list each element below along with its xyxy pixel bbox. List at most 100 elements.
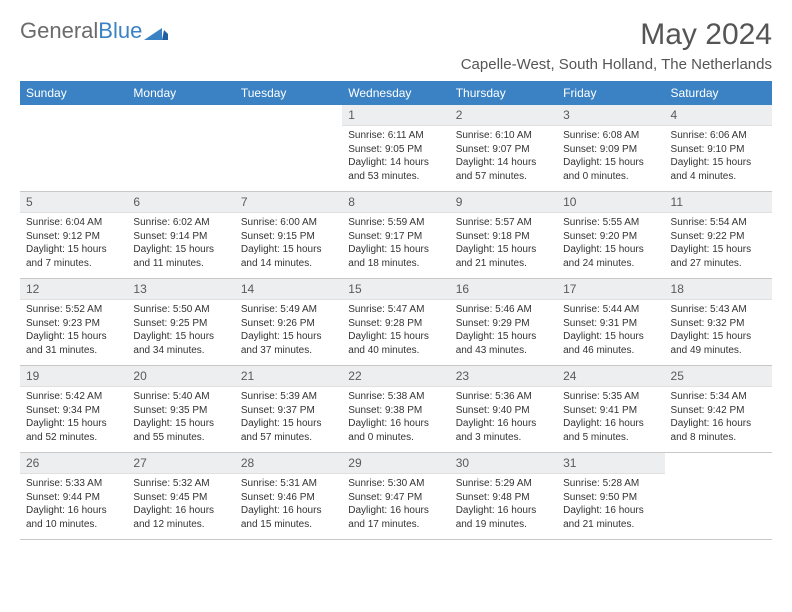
day-number: 22 [342, 366, 449, 387]
day-number: 10 [557, 192, 664, 213]
day-cell: 6Sunrise: 6:02 AMSunset: 9:14 PMDaylight… [127, 192, 234, 278]
day-number: 12 [20, 279, 127, 300]
day-body: Sunrise: 5:33 AMSunset: 9:44 PMDaylight:… [20, 474, 127, 536]
logo-icon [144, 22, 168, 40]
day-cell: 10Sunrise: 5:55 AMSunset: 9:20 PMDayligh… [557, 192, 664, 278]
header: GeneralBlue May 2024 Capelle-West, South… [20, 18, 772, 73]
sunset-text: Sunset: 9:32 PM [671, 317, 766, 331]
day-body: Sunrise: 5:52 AMSunset: 9:23 PMDaylight:… [20, 300, 127, 362]
day-body: Sunrise: 6:08 AMSunset: 9:09 PMDaylight:… [557, 126, 664, 188]
day-number: 6 [127, 192, 234, 213]
day-body: Sunrise: 5:50 AMSunset: 9:25 PMDaylight:… [127, 300, 234, 362]
day-cell: 17Sunrise: 5:44 AMSunset: 9:31 PMDayligh… [557, 279, 664, 365]
sunset-text: Sunset: 9:47 PM [348, 491, 443, 505]
week-row: ...1Sunrise: 6:11 AMSunset: 9:05 PMDayli… [20, 105, 772, 192]
day-cell: 11Sunrise: 5:54 AMSunset: 9:22 PMDayligh… [665, 192, 772, 278]
sunset-text: Sunset: 9:35 PM [133, 404, 228, 418]
day-body: Sunrise: 5:55 AMSunset: 9:20 PMDaylight:… [557, 213, 664, 275]
daylight-text: Daylight: 14 hours and 57 minutes. [456, 156, 551, 183]
day-body: Sunrise: 5:46 AMSunset: 9:29 PMDaylight:… [450, 300, 557, 362]
daylight-text: Daylight: 15 hours and 7 minutes. [26, 243, 121, 270]
day-cell: 22Sunrise: 5:38 AMSunset: 9:38 PMDayligh… [342, 366, 449, 452]
daylight-text: Daylight: 15 hours and 46 minutes. [563, 330, 658, 357]
daylight-text: Daylight: 15 hours and 57 minutes. [241, 417, 336, 444]
sunset-text: Sunset: 9:42 PM [671, 404, 766, 418]
daylight-text: Daylight: 15 hours and 27 minutes. [671, 243, 766, 270]
day-number: 9 [450, 192, 557, 213]
sunset-text: Sunset: 9:20 PM [563, 230, 658, 244]
day-number: 30 [450, 453, 557, 474]
sunrise-text: Sunrise: 5:29 AM [456, 477, 551, 491]
daylight-text: Daylight: 15 hours and 34 minutes. [133, 330, 228, 357]
day-cell: . [127, 105, 234, 191]
day-cell: . [235, 105, 342, 191]
sunset-text: Sunset: 9:37 PM [241, 404, 336, 418]
sunset-text: Sunset: 9:45 PM [133, 491, 228, 505]
daylight-text: Daylight: 15 hours and 0 minutes. [563, 156, 658, 183]
day-cell: 25Sunrise: 5:34 AMSunset: 9:42 PMDayligh… [665, 366, 772, 452]
sunset-text: Sunset: 9:17 PM [348, 230, 443, 244]
day-body: Sunrise: 6:00 AMSunset: 9:15 PMDaylight:… [235, 213, 342, 275]
day-cell: 15Sunrise: 5:47 AMSunset: 9:28 PMDayligh… [342, 279, 449, 365]
sunset-text: Sunset: 9:41 PM [563, 404, 658, 418]
weekday-cell: Wednesday [342, 81, 449, 105]
daylight-text: Daylight: 15 hours and 31 minutes. [26, 330, 121, 357]
week-row: 19Sunrise: 5:42 AMSunset: 9:34 PMDayligh… [20, 366, 772, 453]
day-number: 29 [342, 453, 449, 474]
day-number: 1 [342, 105, 449, 126]
day-body: Sunrise: 6:10 AMSunset: 9:07 PMDaylight:… [450, 126, 557, 188]
day-cell: 20Sunrise: 5:40 AMSunset: 9:35 PMDayligh… [127, 366, 234, 452]
weekday-cell: Tuesday [235, 81, 342, 105]
day-body: Sunrise: 6:04 AMSunset: 9:12 PMDaylight:… [20, 213, 127, 275]
weekday-header-row: SundayMondayTuesdayWednesdayThursdayFrid… [20, 81, 772, 105]
sunrise-text: Sunrise: 5:59 AM [348, 216, 443, 230]
sunset-text: Sunset: 9:28 PM [348, 317, 443, 331]
sunset-text: Sunset: 9:26 PM [241, 317, 336, 331]
day-number: 27 [127, 453, 234, 474]
day-cell: 1Sunrise: 6:11 AMSunset: 9:05 PMDaylight… [342, 105, 449, 191]
daylight-text: Daylight: 15 hours and 52 minutes. [26, 417, 121, 444]
sunrise-text: Sunrise: 5:52 AM [26, 303, 121, 317]
daylight-text: Daylight: 15 hours and 11 minutes. [133, 243, 228, 270]
day-body: Sunrise: 5:39 AMSunset: 9:37 PMDaylight:… [235, 387, 342, 449]
day-body: Sunrise: 5:40 AMSunset: 9:35 PMDaylight:… [127, 387, 234, 449]
sunrise-text: Sunrise: 5:36 AM [456, 390, 551, 404]
day-cell: 30Sunrise: 5:29 AMSunset: 9:48 PMDayligh… [450, 453, 557, 539]
day-cell: 12Sunrise: 5:52 AMSunset: 9:23 PMDayligh… [20, 279, 127, 365]
day-body: Sunrise: 6:06 AMSunset: 9:10 PMDaylight:… [665, 126, 772, 188]
day-body: Sunrise: 6:02 AMSunset: 9:14 PMDaylight:… [127, 213, 234, 275]
day-number: 21 [235, 366, 342, 387]
sunset-text: Sunset: 9:15 PM [241, 230, 336, 244]
day-cell: 18Sunrise: 5:43 AMSunset: 9:32 PMDayligh… [665, 279, 772, 365]
day-cell: 9Sunrise: 5:57 AMSunset: 9:18 PMDaylight… [450, 192, 557, 278]
day-cell: 23Sunrise: 5:36 AMSunset: 9:40 PMDayligh… [450, 366, 557, 452]
day-body: Sunrise: 5:28 AMSunset: 9:50 PMDaylight:… [557, 474, 664, 536]
sunset-text: Sunset: 9:46 PM [241, 491, 336, 505]
sunrise-text: Sunrise: 6:10 AM [456, 129, 551, 143]
daylight-text: Daylight: 15 hours and 21 minutes. [456, 243, 551, 270]
day-cell: 29Sunrise: 5:30 AMSunset: 9:47 PMDayligh… [342, 453, 449, 539]
day-body: Sunrise: 5:57 AMSunset: 9:18 PMDaylight:… [450, 213, 557, 275]
sunrise-text: Sunrise: 5:43 AM [671, 303, 766, 317]
day-cell: 3Sunrise: 6:08 AMSunset: 9:09 PMDaylight… [557, 105, 664, 191]
sunset-text: Sunset: 9:44 PM [26, 491, 121, 505]
week-row: 12Sunrise: 5:52 AMSunset: 9:23 PMDayligh… [20, 279, 772, 366]
logo-text-2: Blue [98, 18, 142, 44]
day-cell: 19Sunrise: 5:42 AMSunset: 9:34 PMDayligh… [20, 366, 127, 452]
sunrise-text: Sunrise: 5:47 AM [348, 303, 443, 317]
daylight-text: Daylight: 15 hours and 49 minutes. [671, 330, 766, 357]
day-body: Sunrise: 5:42 AMSunset: 9:34 PMDaylight:… [20, 387, 127, 449]
sunrise-text: Sunrise: 6:02 AM [133, 216, 228, 230]
sunrise-text: Sunrise: 6:00 AM [241, 216, 336, 230]
day-number: 4 [665, 105, 772, 126]
day-body: Sunrise: 5:38 AMSunset: 9:38 PMDaylight:… [342, 387, 449, 449]
sunrise-text: Sunrise: 5:35 AM [563, 390, 658, 404]
day-number: 15 [342, 279, 449, 300]
sunrise-text: Sunrise: 6:11 AM [348, 129, 443, 143]
daylight-text: Daylight: 15 hours and 14 minutes. [241, 243, 336, 270]
day-number: 7 [235, 192, 342, 213]
location: Capelle-West, South Holland, The Netherl… [461, 56, 772, 73]
day-body: Sunrise: 5:44 AMSunset: 9:31 PMDaylight:… [557, 300, 664, 362]
day-number: 5 [20, 192, 127, 213]
daylight-text: Daylight: 16 hours and 12 minutes. [133, 504, 228, 531]
